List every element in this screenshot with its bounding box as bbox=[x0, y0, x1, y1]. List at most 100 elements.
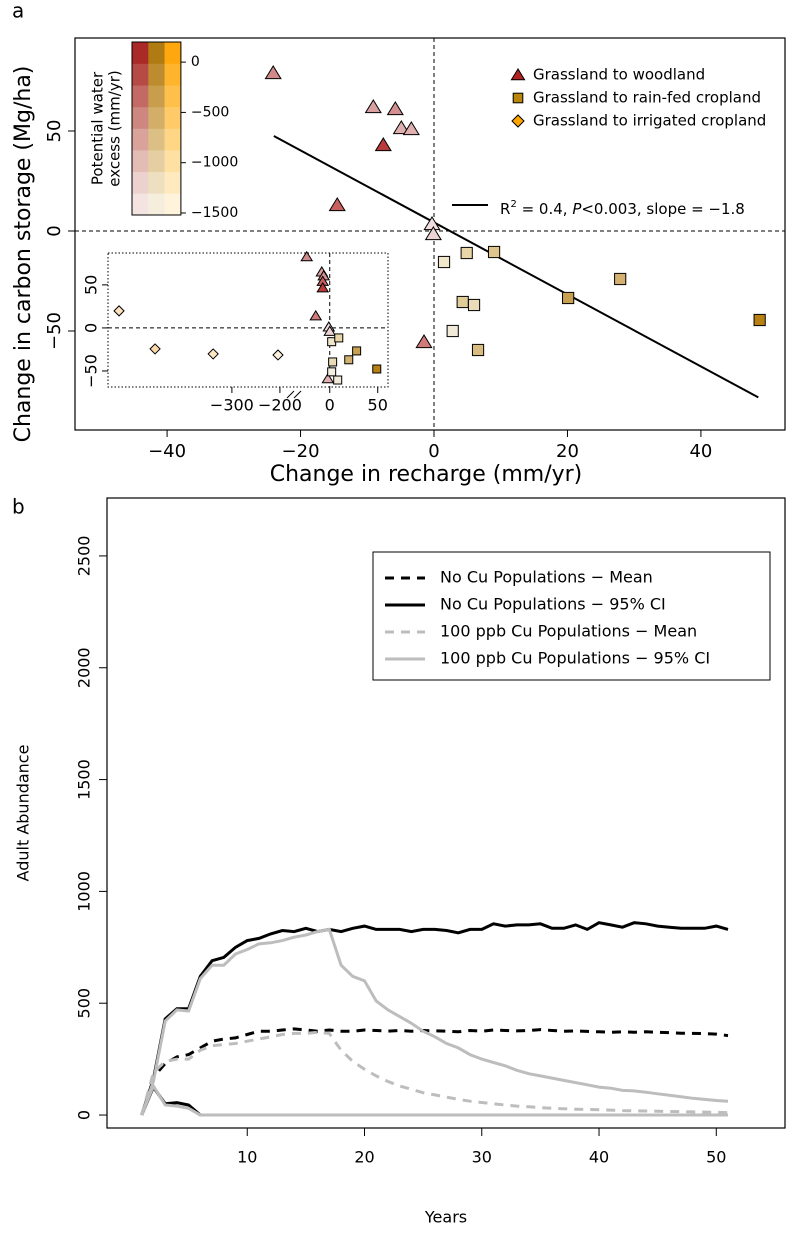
colorbar-tick-label: −500 bbox=[191, 104, 229, 120]
legend-label: 100 ppb Cu Populations − Mean bbox=[440, 622, 697, 641]
x-tick-label: 10 bbox=[237, 1148, 257, 1167]
square-marker bbox=[372, 364, 382, 374]
x-tick-label: −20 bbox=[282, 441, 320, 462]
series-line bbox=[140, 1027, 729, 1116]
colorbar-cell bbox=[148, 63, 165, 86]
panel-label: b bbox=[12, 495, 25, 519]
colorbar-cell bbox=[132, 150, 149, 173]
legend-label: Grassland to irrigated cropland bbox=[533, 112, 766, 130]
colorbar-cell bbox=[148, 42, 165, 64]
colorbar-cell bbox=[148, 85, 165, 108]
axis-break bbox=[293, 390, 302, 399]
colorbar-cell bbox=[132, 193, 149, 216]
triangle-marker bbox=[321, 372, 335, 384]
colorbar-cell bbox=[148, 171, 165, 194]
axis-break bbox=[286, 390, 295, 399]
x-tick-label: 0 bbox=[428, 441, 439, 462]
inset-x-tick-label: −200 bbox=[258, 396, 302, 415]
y-tick-label: 1500 bbox=[75, 759, 94, 800]
series-line bbox=[140, 1082, 728, 1117]
fit-label-part: <0.003, slope = −1.8 bbox=[581, 200, 744, 218]
legend-label: No Cu Populations − Mean bbox=[440, 568, 653, 587]
inset-x-tick-label: 50 bbox=[368, 396, 388, 415]
legend-box bbox=[372, 551, 771, 681]
square-marker bbox=[460, 246, 473, 260]
colorbar-cell bbox=[164, 128, 182, 151]
inset-x-tick-label: 0 bbox=[325, 396, 335, 415]
colorbar-cell bbox=[164, 63, 182, 86]
legend-label: Grassland to rain-fed cropland bbox=[533, 89, 761, 107]
y-tick-label: 2000 bbox=[75, 647, 94, 688]
panel-label: a bbox=[12, 0, 24, 23]
diamond-marker bbox=[511, 114, 525, 128]
x-tick-label: 20 bbox=[556, 441, 579, 462]
triangle-marker bbox=[386, 101, 404, 116]
y-tick-label: 2500 bbox=[75, 536, 94, 577]
x-tick-label: 20 bbox=[354, 1148, 374, 1167]
triangle-marker bbox=[300, 250, 314, 262]
plot-frame bbox=[106, 497, 786, 1129]
square-marker bbox=[512, 92, 524, 104]
square-marker bbox=[753, 313, 766, 327]
colorbar-tick-label: 0 bbox=[191, 54, 200, 70]
y-axis-label: Adult Abundance bbox=[14, 745, 33, 882]
colorbar-tick-label: −1500 bbox=[191, 205, 238, 221]
colorbar-cell bbox=[164, 42, 182, 64]
colorbar-cell bbox=[164, 106, 182, 129]
triangle-marker bbox=[402, 121, 420, 136]
square-marker bbox=[334, 333, 344, 343]
triangle-marker bbox=[323, 325, 337, 336]
colorbar-cell bbox=[132, 128, 149, 151]
colorbar-cell bbox=[132, 42, 149, 64]
fit-label-part: P bbox=[572, 200, 582, 218]
y-axis-label: Change in carbon storage (Mg/ha) bbox=[11, 66, 36, 443]
triangle-marker bbox=[316, 281, 330, 293]
square-marker bbox=[344, 355, 354, 365]
x-tick-label: 40 bbox=[689, 441, 712, 462]
inset-y-tick-label: −50 bbox=[82, 354, 101, 388]
series-line bbox=[140, 1030, 729, 1116]
y-tick-label: −50 bbox=[44, 312, 65, 350]
diamond-marker bbox=[272, 349, 284, 361]
fit-label-part: R bbox=[500, 200, 510, 218]
colorbar-cell bbox=[148, 193, 165, 216]
legend-label: 100 ppb Cu Populations − 95% CI bbox=[440, 649, 710, 668]
colorbar-title: Potential water bbox=[89, 71, 107, 185]
square-marker bbox=[352, 346, 362, 356]
colorbar-cell bbox=[148, 128, 165, 151]
square-marker bbox=[471, 343, 485, 357]
diamond-marker bbox=[149, 343, 161, 355]
y-tick-label: 0 bbox=[75, 1110, 94, 1120]
series-line bbox=[140, 927, 729, 1116]
inset-y-tick-label: 50 bbox=[82, 275, 101, 295]
triangle-marker bbox=[374, 137, 392, 152]
y-tick-label: 50 bbox=[44, 120, 65, 143]
colorbar-frame bbox=[131, 41, 182, 216]
x-axis-label: Years bbox=[424, 1208, 467, 1227]
x-tick-label: 40 bbox=[589, 1148, 609, 1167]
colorbar-cell bbox=[148, 106, 165, 129]
inset-x-tick-label: −300 bbox=[210, 396, 254, 415]
triangle-marker bbox=[510, 68, 526, 81]
square-marker bbox=[614, 272, 627, 286]
colorbar-cell bbox=[132, 171, 149, 194]
series-line bbox=[140, 921, 729, 1116]
square-marker bbox=[456, 295, 469, 309]
x-tick-label: −40 bbox=[148, 441, 186, 462]
triangle-marker bbox=[415, 334, 433, 349]
colorbar-cell bbox=[164, 150, 182, 173]
x-tick-label: 50 bbox=[706, 1148, 726, 1167]
square-marker bbox=[467, 298, 481, 312]
square-marker bbox=[328, 357, 338, 367]
colorbar-cell bbox=[164, 171, 182, 194]
colorbar-cell bbox=[164, 85, 182, 108]
colorbar-cell bbox=[132, 85, 149, 108]
diamond-marker bbox=[113, 305, 125, 317]
colorbar-cell bbox=[164, 193, 182, 216]
square-marker bbox=[562, 291, 575, 305]
colorbar-cell bbox=[132, 63, 149, 86]
colorbar-tick-label: −1000 bbox=[191, 155, 238, 171]
fit-label-part: 2 bbox=[510, 199, 516, 210]
fit-label-part: = 0.4, bbox=[517, 200, 573, 218]
